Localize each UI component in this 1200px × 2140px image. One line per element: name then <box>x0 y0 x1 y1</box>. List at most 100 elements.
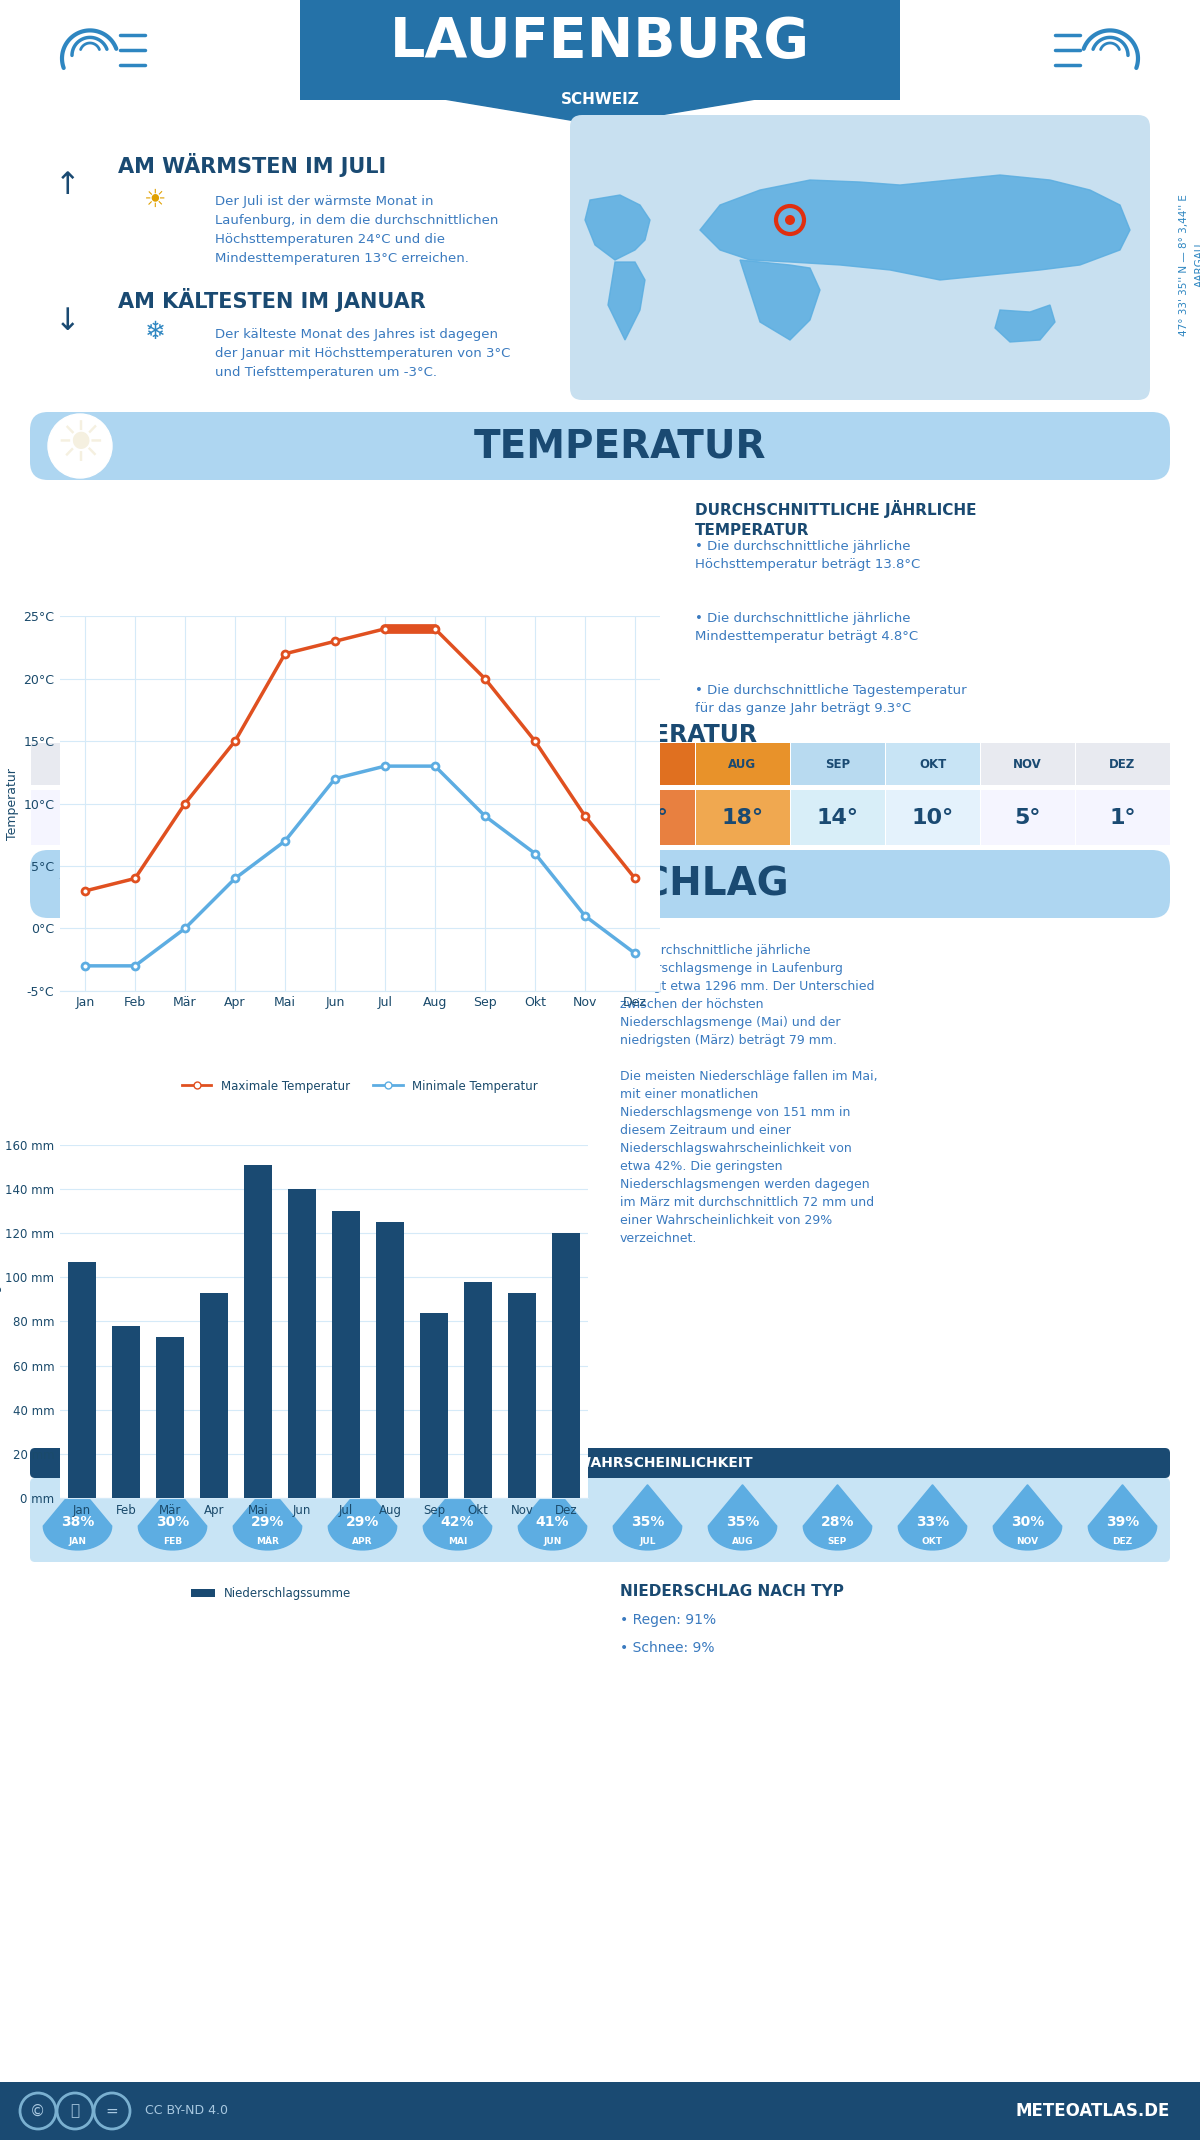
Text: • Die durchschnittliche Tagestemperatur
für das ganze Jahr beträgt 9.3°C: • Die durchschnittliche Tagestemperatur … <box>695 685 967 715</box>
Text: 35%: 35% <box>631 1515 664 1528</box>
Polygon shape <box>700 175 1130 280</box>
Bar <box>0 2082 1200 2140</box>
Text: 30%: 30% <box>156 1515 190 1528</box>
Text: NIEDERSCHLAG NACH TYP: NIEDERSCHLAG NACH TYP <box>620 1584 844 1599</box>
Text: MÄR: MÄR <box>252 758 282 770</box>
Text: ❄: ❄ <box>144 321 166 345</box>
Text: DEZ: DEZ <box>1109 758 1135 770</box>
Bar <box>410 743 504 785</box>
Bar <box>886 743 979 785</box>
Text: • Die durchschnittliche jährliche
Höchsttemperatur beträgt 13.8°C: • Die durchschnittliche jährliche Höchst… <box>695 539 920 571</box>
Bar <box>67 1263 96 1498</box>
Text: SEP: SEP <box>824 758 850 770</box>
Polygon shape <box>613 1485 682 1549</box>
Text: Die durchschnittliche jährliche
Niederschlagsmenge in Laufenburg
beträgt etwa 12: Die durchschnittliche jährliche Niedersc… <box>620 944 877 1245</box>
Polygon shape <box>329 1485 397 1549</box>
Bar <box>126 790 220 845</box>
Polygon shape <box>424 1485 492 1549</box>
Text: =: = <box>106 2104 119 2119</box>
Text: NOV: NOV <box>1013 758 1042 770</box>
Bar <box>288 1190 317 1498</box>
FancyBboxPatch shape <box>30 1449 1170 1479</box>
FancyBboxPatch shape <box>30 413 1170 479</box>
Bar <box>600 743 695 785</box>
Text: 5°: 5° <box>254 807 281 828</box>
Bar <box>316 743 409 785</box>
Text: 47° 33' 35'' N — 8° 3,44'' E
AARGAU: 47° 33' 35'' N — 8° 3,44'' E AARGAU <box>1178 195 1200 336</box>
Bar <box>30 790 125 845</box>
Y-axis label: Temperatur: Temperatur <box>6 768 19 839</box>
Bar <box>980 790 1074 845</box>
Legend: Niederschlagssumme: Niederschlagssumme <box>186 1584 356 1605</box>
Text: 14°: 14° <box>816 807 858 828</box>
Text: ©: © <box>30 2104 46 2119</box>
Text: AUG: AUG <box>732 1537 754 1547</box>
Bar <box>505 790 600 845</box>
Text: JUN: JUN <box>544 1537 562 1547</box>
Bar <box>126 743 220 785</box>
Text: ☂: ☂ <box>56 858 103 910</box>
Text: LAUFENBURG: LAUFENBURG <box>390 15 810 68</box>
Text: 19°: 19° <box>626 807 668 828</box>
Text: JUL: JUL <box>640 1537 655 1547</box>
Polygon shape <box>300 0 900 124</box>
Text: 0°: 0° <box>64 807 91 828</box>
Text: 38%: 38% <box>61 1515 94 1528</box>
Text: JUL: JUL <box>637 758 659 770</box>
Bar <box>199 1293 228 1498</box>
Text: 35%: 35% <box>726 1515 760 1528</box>
Bar <box>791 790 884 845</box>
Text: 33%: 33% <box>916 1515 949 1528</box>
Text: TEMPERATUR: TEMPERATUR <box>474 428 767 464</box>
Bar <box>508 1293 536 1498</box>
Text: 9°: 9° <box>349 807 376 828</box>
Text: ☀: ☀ <box>55 419 104 473</box>
Bar <box>221 790 314 845</box>
Text: CC BY-ND 4.0: CC BY-ND 4.0 <box>145 2104 228 2116</box>
Text: OKT: OKT <box>922 1537 943 1547</box>
Text: AM KÄLTESTEN IM JANUAR: AM KÄLTESTEN IM JANUAR <box>118 289 426 312</box>
Bar <box>156 1338 185 1498</box>
Text: 29%: 29% <box>251 1515 284 1528</box>
Polygon shape <box>1088 1485 1157 1549</box>
Text: 30%: 30% <box>1010 1515 1044 1528</box>
Text: FEB: FEB <box>163 1537 182 1547</box>
Bar <box>221 743 314 785</box>
Text: 42%: 42% <box>440 1515 474 1528</box>
Polygon shape <box>803 1485 871 1549</box>
Text: DEZ: DEZ <box>1112 1537 1133 1547</box>
Text: NOV: NOV <box>1016 1537 1038 1547</box>
Text: MÄR: MÄR <box>256 1537 278 1547</box>
Bar <box>420 1312 449 1498</box>
Polygon shape <box>994 1485 1062 1549</box>
Circle shape <box>48 413 112 477</box>
Text: NIEDERSCHLAG: NIEDERSCHLAG <box>451 865 790 903</box>
Bar <box>886 790 979 845</box>
Bar <box>552 1233 581 1498</box>
FancyBboxPatch shape <box>30 850 1170 918</box>
Polygon shape <box>233 1485 301 1549</box>
Bar <box>1075 743 1170 785</box>
Bar <box>980 743 1074 785</box>
Text: 18°: 18° <box>721 807 763 828</box>
Bar <box>463 1282 492 1498</box>
Bar <box>0 0 300 101</box>
Bar <box>791 743 884 785</box>
Text: 10°: 10° <box>911 807 954 828</box>
Text: 1°: 1° <box>1109 807 1136 828</box>
Text: ↓: ↓ <box>55 308 80 336</box>
FancyBboxPatch shape <box>570 116 1150 400</box>
Polygon shape <box>740 259 820 340</box>
Bar <box>331 1211 360 1498</box>
Text: APR: APR <box>353 1537 373 1547</box>
Polygon shape <box>995 306 1055 342</box>
Text: 12°: 12° <box>437 807 479 828</box>
Text: SEP: SEP <box>828 1537 847 1547</box>
Text: FEB: FEB <box>160 758 185 770</box>
Text: TÄGLICHE TEMPERATUR: TÄGLICHE TEMPERATUR <box>443 723 757 747</box>
Text: ↑: ↑ <box>55 171 80 199</box>
Bar <box>505 743 600 785</box>
Text: JAN: JAN <box>66 758 89 770</box>
Polygon shape <box>608 261 646 340</box>
Bar <box>696 743 790 785</box>
